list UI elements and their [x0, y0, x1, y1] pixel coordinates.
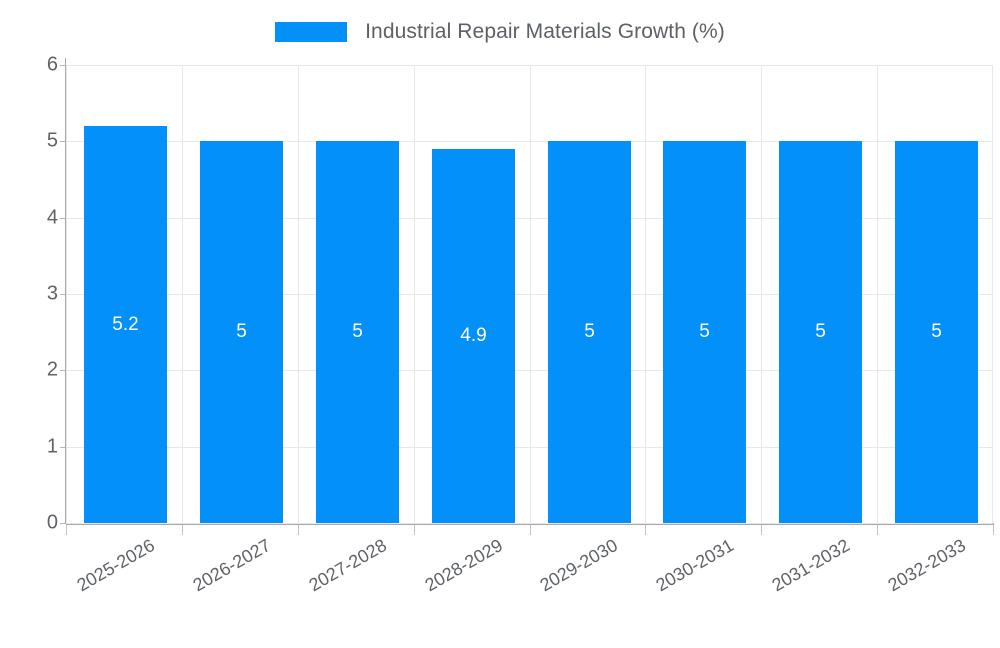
bar-2027-2028[interactable]: 5	[316, 141, 399, 523]
bar-2025-2026[interactable]: 5.2	[84, 126, 167, 523]
x-tick-mark-6	[761, 525, 763, 535]
plot-area: 5.2 5 5 4.9 5 5 5 5	[66, 65, 993, 524]
y-tick-label-1: 1	[46, 435, 58, 458]
bar-2026-2027[interactable]: 5	[200, 141, 283, 523]
x-tick-mark-1	[181, 525, 183, 535]
y-tick-mark-0	[60, 523, 66, 524]
gridline-v-3	[413, 65, 415, 523]
y-tick-mark-3	[60, 294, 66, 295]
y-tick-label-2: 2	[46, 358, 58, 381]
y-tick-label-3: 3	[46, 282, 58, 305]
y-tick-label-0: 0	[46, 511, 58, 534]
y-tick-mark-4	[60, 217, 66, 219]
gridline-v-2	[297, 65, 299, 523]
y-tick-label-5: 5	[46, 129, 58, 152]
bar-2030-2031[interactable]: 5	[663, 141, 746, 523]
x-tick-mark-7	[877, 525, 879, 535]
x-tick-mark-4	[529, 525, 531, 535]
bar-value-label: 5.2	[112, 313, 139, 335]
bar-chart: Industrial Repair Materials Growth (%) 0…	[0, 0, 1000, 600]
gridline-v-4	[529, 65, 531, 523]
x-tick-mark-2	[297, 525, 299, 535]
x-tick-mark-8	[993, 525, 994, 535]
legend-color-swatch-icon	[275, 22, 348, 42]
y-tick-mark-6	[60, 65, 66, 66]
x-tick-mark-3	[413, 525, 415, 535]
bar-value-label: 5	[815, 321, 826, 343]
gridline-v-5	[645, 65, 647, 523]
gridline-v-7	[877, 65, 879, 523]
chart-legend: Industrial Repair Materials Growth (%)	[0, 14, 1000, 50]
gridline-h-0	[66, 523, 993, 524]
bar-2029-2030[interactable]: 5	[548, 141, 631, 523]
bar-value-label: 5	[584, 321, 595, 343]
bar-value-label: 5	[352, 321, 363, 343]
gridline-v-6	[761, 65, 763, 523]
legend-item-label: Industrial Repair Materials Growth (%)	[365, 20, 725, 43]
x-tick-mark-0	[66, 525, 67, 535]
x-tick-mark-5	[645, 525, 647, 535]
x-axis-line	[66, 523, 994, 525]
bar-2032-2033[interactable]: 5	[895, 141, 978, 523]
bar-value-label: 5	[931, 321, 942, 343]
gridline-v-8	[992, 65, 993, 523]
bar-2028-2029[interactable]: 4.9	[432, 149, 515, 523]
bar-value-label: 4.9	[460, 325, 487, 346]
bar-value-label: 5	[699, 321, 710, 343]
y-tick-label-4: 4	[46, 206, 58, 229]
y-tick-label-6: 6	[46, 53, 58, 76]
y-axis-line	[65, 58, 66, 524]
legend-item-industrial-repair-materials-growth[interactable]: Industrial Repair Materials Growth (%)	[275, 20, 725, 44]
y-tick-mark-2	[60, 370, 66, 372]
gridline-v-0	[66, 65, 67, 523]
y-tick-mark-5	[60, 141, 66, 143]
bar-value-label: 5	[236, 321, 247, 343]
gridline-v-1	[181, 65, 183, 523]
bar-2031-2032[interactable]: 5	[779, 141, 862, 523]
y-tick-mark-1	[60, 446, 66, 448]
y-axis: 0 1 2 3 4 5 6	[0, 0, 66, 600]
